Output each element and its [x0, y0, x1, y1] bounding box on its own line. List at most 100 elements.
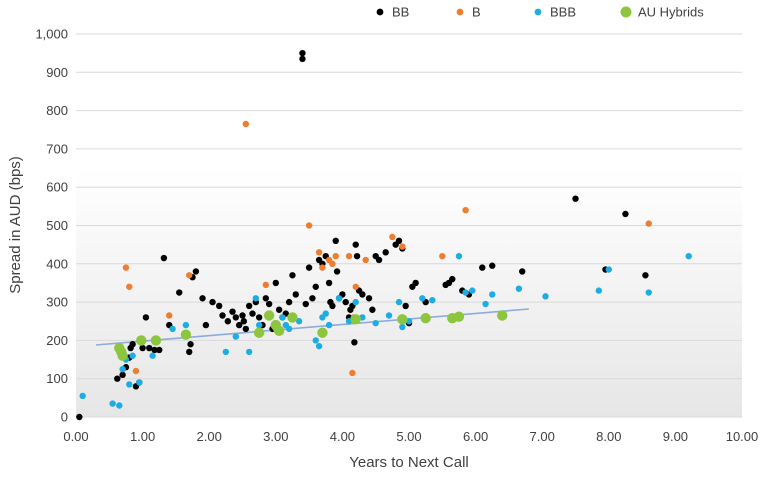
x-tick-label: 10.00 [726, 429, 759, 444]
y-tick-label: 200 [46, 333, 68, 348]
point-b [315, 249, 323, 256]
x-tick-label: 0.00 [63, 429, 88, 444]
point-bb [375, 256, 383, 264]
point-bbb [149, 352, 156, 359]
point-au-hybrids [420, 312, 431, 324]
point-au-hybrids [150, 335, 162, 346]
point-bb [245, 302, 253, 310]
point-bbb [119, 365, 126, 373]
point-b [186, 272, 193, 279]
point-bb [76, 413, 83, 421]
grid-lines [76, 33, 742, 418]
legend-label-bb: BB [392, 5, 409, 20]
point-bbb [255, 321, 263, 329]
point-bbb [182, 321, 190, 329]
point-bb [119, 371, 126, 379]
point-bb [219, 312, 226, 319]
point-bb [352, 241, 359, 248]
point-bb [299, 49, 306, 57]
point-bb [489, 262, 496, 269]
point-b [126, 283, 133, 290]
point-b [399, 243, 406, 250]
x-tick-labels: 0.00 1.00 2.00 3.00 4.00 5.00 6.00 7.00 8.00 9.00… [63, 429, 758, 444]
x-tick-label: 3.00 [263, 429, 288, 444]
point-bbb [126, 381, 133, 388]
point-bb [151, 346, 158, 354]
y-tick-label: 400 [46, 256, 68, 271]
point-bbb [232, 333, 240, 340]
point-bb [242, 325, 250, 333]
point-bb [479, 264, 486, 271]
point-b [352, 283, 359, 290]
point-b [305, 222, 313, 229]
point-bb [292, 291, 299, 298]
point-bb [272, 279, 279, 287]
point-bb [224, 318, 232, 325]
x-tick-label: 2.00 [197, 429, 222, 444]
point-b [166, 312, 173, 319]
point-bb [146, 344, 153, 352]
x-tick-label: 4.00 [330, 429, 355, 444]
point-bbb [542, 293, 549, 300]
point-bbb [325, 321, 333, 329]
point-bb [229, 308, 236, 315]
point-bb [176, 289, 183, 296]
point-bb [262, 295, 270, 302]
x-tick-label: 7.00 [530, 429, 555, 444]
point-bbb [595, 287, 603, 294]
point-b [462, 206, 469, 214]
point-bb [312, 283, 319, 290]
point-bbb [312, 337, 319, 344]
point-au-hybrids [453, 311, 465, 322]
y-tick-label: 700 [46, 141, 68, 156]
point-bbb [79, 392, 86, 400]
y-tick-label: 900 [46, 65, 68, 80]
point-bbb [222, 348, 230, 356]
point-au-hybrids [350, 314, 361, 325]
point-au-hybrids [397, 314, 408, 325]
point-bb [309, 295, 316, 302]
point-bbb [515, 285, 523, 292]
point-b [645, 220, 652, 227]
legend-label-bbb: BBB [550, 5, 576, 20]
point-bbb [295, 318, 303, 325]
point-bb [449, 275, 456, 283]
point-bb [642, 272, 649, 279]
point-bb [249, 310, 256, 317]
point-bb [325, 279, 333, 287]
point-b [349, 369, 356, 377]
legend-label-b: B [472, 5, 481, 20]
point-bb [240, 318, 248, 325]
point-bbb [455, 252, 463, 260]
point-b [132, 367, 140, 375]
point-bb [359, 291, 366, 298]
point-bb [369, 306, 376, 313]
y-tick-label: 600 [46, 180, 68, 195]
point-b [345, 252, 353, 260]
y-tick-labels: 0 100 200 300 400 500 600 700 800 900 1,000 [35, 27, 68, 425]
point-bb [275, 306, 283, 313]
point-au-hybrids [317, 327, 328, 338]
point-bbb [419, 295, 426, 302]
point-bbb [116, 402, 123, 409]
point-au-hybrids [273, 325, 285, 337]
point-au-hybrids [497, 310, 508, 321]
point-bbb [136, 379, 143, 386]
point-bb [332, 237, 339, 245]
x-tick-label: 1.00 [130, 429, 155, 444]
point-bbb [489, 291, 496, 298]
point-bbb [429, 296, 436, 304]
point-bb [353, 252, 361, 260]
point-bb [365, 295, 373, 302]
point-bb [351, 339, 358, 346]
point-bb [129, 341, 136, 348]
point-bb [209, 298, 216, 306]
y-tick-label: 0 [61, 410, 68, 425]
point-bb [235, 321, 243, 329]
point-bbb [245, 348, 253, 356]
point-b [262, 281, 270, 289]
point-bbb [129, 352, 136, 359]
point-bb [299, 55, 306, 63]
point-bbb [335, 295, 343, 302]
point-bb [187, 341, 194, 348]
